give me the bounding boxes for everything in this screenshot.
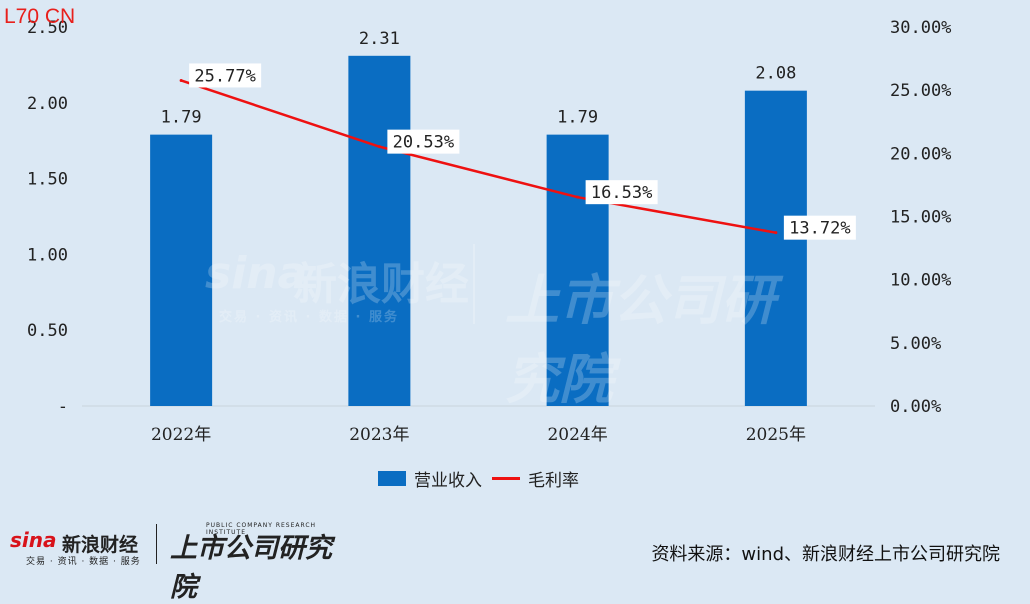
margin-point xyxy=(774,231,778,235)
bar xyxy=(744,90,807,406)
y-right-tick-label: 5.00% xyxy=(890,334,941,354)
y-left-tick-label: 1.00 xyxy=(27,245,68,265)
y-left-tick-label: 0.50 xyxy=(27,321,68,341)
margin-point xyxy=(377,145,381,149)
legend-label-margin: 毛利率 xyxy=(528,471,579,491)
x-tick-label: 2022年 xyxy=(151,425,211,445)
margin-point xyxy=(179,78,183,82)
footer-institute: 上市公司研究院 xyxy=(170,533,332,603)
footer-brand-name: 新浪财经 xyxy=(62,534,139,556)
line-data-label-box xyxy=(783,215,856,240)
y-right-tick-label: 30.00% xyxy=(890,18,951,38)
y-right-tick-label: 25.00% xyxy=(890,81,951,101)
y-right-tick-label: 10.00% xyxy=(890,271,951,291)
margin-point xyxy=(576,195,580,199)
x-tick-label: 2025年 xyxy=(746,425,806,445)
bar xyxy=(150,134,213,407)
legend-label-revenue: 营业收入 xyxy=(414,471,482,491)
line-data-label: 20.53% xyxy=(393,133,454,153)
chart: - 0.50 1.00 1.50 2.00 2.50 0.00% 5.00% 10.00% 15.… xyxy=(27,18,951,445)
x-tick-label: 2023年 xyxy=(349,425,409,445)
bar-data-label: 2.31 xyxy=(359,29,400,49)
x-tick-label: 2024年 xyxy=(547,425,607,445)
line-data-label-box xyxy=(387,129,460,154)
bar-data-label: 1.79 xyxy=(557,108,598,128)
corner-tag: L70 CN xyxy=(4,5,76,28)
y-left-tick-label: 2.50 xyxy=(27,18,68,38)
footer-tagline: 交易 · 资讯 · 数据 · 服务 xyxy=(26,557,141,567)
legend: 营业收入 毛利率 xyxy=(378,466,579,491)
bar-data-label: 2.08 xyxy=(755,64,796,84)
legend-line-swatch xyxy=(492,477,520,480)
y-left-tick-label: 1.50 xyxy=(27,170,68,190)
line-data-label-box xyxy=(189,63,262,88)
bar xyxy=(546,134,609,407)
margin-line xyxy=(180,79,777,234)
bar xyxy=(348,55,411,406)
legend-item-margin: 毛利率 xyxy=(492,466,579,491)
line-data-label-box xyxy=(585,180,658,205)
y-left-tick-label: 2.00 xyxy=(27,94,68,114)
line-data-label: 13.72% xyxy=(789,219,850,239)
y-right-tick-label: 0.00% xyxy=(890,397,941,417)
y-left-tick-label: - xyxy=(58,397,68,417)
footer-institute-en: PUBLIC COMPANY RESEARCH INSTITUTE xyxy=(206,522,317,536)
y-right-tick-label: 15.00% xyxy=(890,208,951,228)
line-data-label: 25.77% xyxy=(194,66,255,86)
legend-bar-swatch xyxy=(378,471,406,486)
line-data-label: 16.53% xyxy=(591,183,652,203)
legend-item-revenue: 营业收入 xyxy=(378,466,482,491)
source-note: 资料来源：wind、新浪财经上市公司研究院 xyxy=(651,544,1000,565)
footer-sina-logo: sina xyxy=(10,528,57,552)
bar-data-label: 1.79 xyxy=(161,108,202,128)
y-right-tick-label: 20.00% xyxy=(890,144,951,164)
footer-logo: sina 新浪财经 交易 · 资讯 · 数据 · 服务 PUBLIC COMPA… xyxy=(10,520,350,603)
footer-divider xyxy=(156,524,157,564)
